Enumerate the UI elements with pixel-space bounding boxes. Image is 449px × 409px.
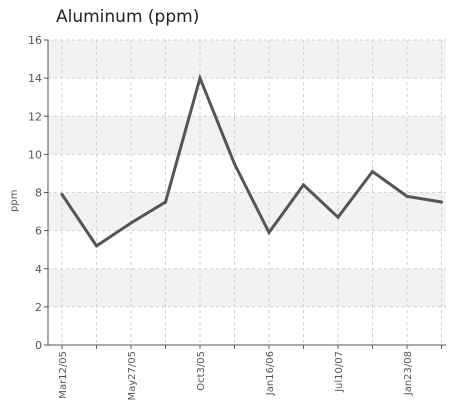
series-line — [60, 73, 442, 248]
x-tick-label: Jan16/06 — [265, 351, 276, 396]
data-point — [198, 76, 202, 80]
data-point — [233, 162, 236, 166]
data-point — [60, 192, 64, 196]
data-point — [371, 170, 374, 174]
grid-band — [48, 268, 446, 307]
grid-band — [48, 40, 446, 79]
y-tick-label: 10 — [28, 148, 42, 161]
y-tick-label: 16 — [28, 34, 42, 47]
data-point — [129, 221, 133, 225]
data-point — [336, 215, 340, 219]
data-point — [302, 183, 305, 187]
grid-band — [48, 192, 446, 231]
y-tick-label: 0 — [35, 339, 42, 352]
grid-band — [48, 116, 446, 155]
data-point — [164, 200, 167, 204]
chart-title: Aluminum (ppm) — [56, 7, 200, 27]
x-tick-label: Jan23/08 — [403, 351, 414, 396]
y-tick-label: 12 — [28, 110, 42, 123]
x-tick-label: Mar12/05 — [58, 351, 69, 399]
y-tick-label: 4 — [35, 263, 42, 276]
data-point — [95, 244, 98, 248]
y-tick-label: 8 — [35, 187, 42, 200]
x-tick-label: May27/05 — [127, 351, 138, 401]
y-tick-label: 14 — [28, 72, 42, 85]
y-tick-label: 2 — [35, 301, 42, 314]
x-tick-label: Jul10/07 — [334, 351, 345, 393]
data-point — [405, 194, 409, 198]
data-point — [267, 231, 271, 235]
data-point — [440, 200, 443, 204]
y-tick-label: 6 — [35, 225, 42, 238]
x-tick-label: Oct3/05 — [196, 351, 207, 391]
